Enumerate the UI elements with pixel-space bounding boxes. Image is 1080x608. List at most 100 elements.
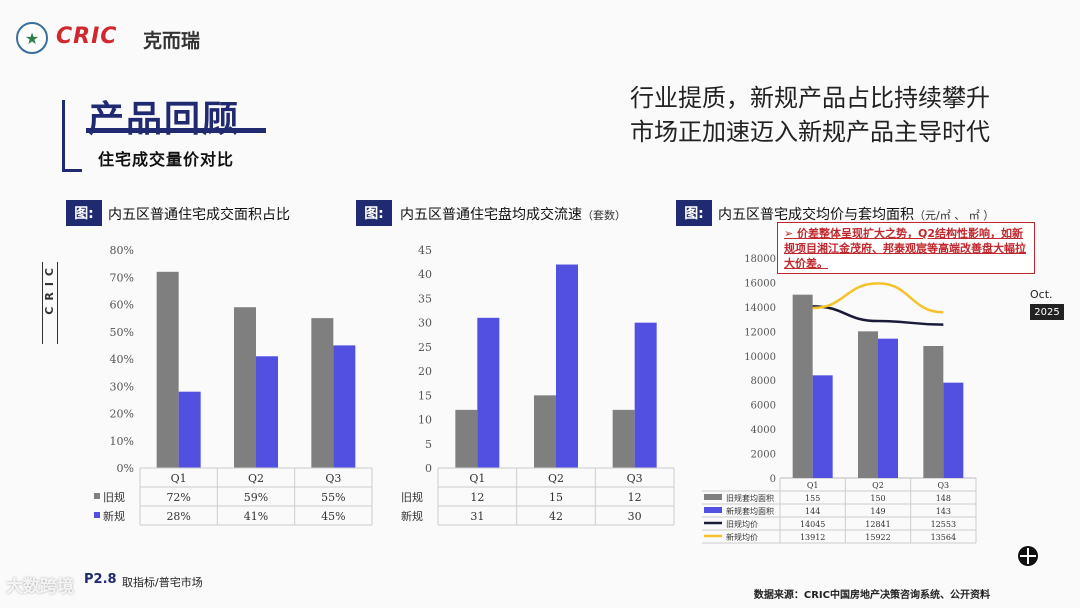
bar-new [477, 317, 500, 468]
y-tick-label: 20% [110, 408, 134, 421]
watermark: 大数跨境 [6, 577, 74, 597]
y-tick-label: 0 [425, 462, 432, 475]
legend-label: 新规均价 [726, 532, 758, 542]
legend-label: 旧规 [103, 490, 125, 504]
legend-label: 旧规套均面积 [726, 493, 774, 503]
data-label: 30 [628, 510, 642, 523]
data-label: 59% [244, 491, 268, 504]
y-tick-label: 5 [425, 438, 432, 451]
y-tick-label: 30% [110, 380, 134, 393]
chart-2-title-wrap: 内五区普通住宅盘均成交流速（套数） [400, 204, 626, 224]
y-tick-label: 80% [110, 244, 134, 257]
date-year-badge: 2025 [1030, 304, 1064, 320]
vertical-brand-mark: CRIC [42, 262, 58, 344]
price-gap-callout: ➢ 价差整体呈现扩大之势，Q2结构性影响，如新规项目湘江金茂府、邦泰观宸等高端改… [777, 222, 1035, 274]
title-underline [86, 128, 266, 133]
bar-new [556, 264, 578, 468]
legend-swatch [94, 493, 100, 499]
y-tick-label: 10% [110, 435, 134, 448]
y-tick-label: 8000 [751, 376, 776, 387]
bar-new [634, 322, 657, 468]
chart-3-title: 内五区普宅成交均价与套均面积 [718, 207, 914, 223]
bar-old-area [792, 294, 813, 478]
y-tick-label: 60% [110, 299, 134, 312]
chart-2: 0 5 10 15 20 25 30 35 40 45 Q1 Q2 Q3 旧规 12 15 12 新规 31 42 30 [401, 244, 675, 526]
bar-old-area [923, 346, 944, 478]
legend-swatch [704, 494, 722, 500]
legend-swatch [704, 507, 722, 513]
y-tick-label: 45 [418, 244, 432, 257]
data-label: 12 [628, 491, 642, 504]
footer-text: 取指标/普宅市场 [122, 576, 203, 589]
y-tick-label: 30 [418, 317, 432, 330]
bar-old [311, 318, 334, 468]
bar-new [256, 356, 278, 468]
category-label: Q2 [248, 472, 264, 485]
category-label: Q3 [938, 481, 950, 490]
category-label: Q2 [548, 472, 564, 485]
section-subtitle: 住宅成交量价对比 [98, 150, 235, 169]
bar-new [178, 391, 201, 468]
y-tick-label: 0 [770, 474, 776, 485]
crosshair-logo-icon [1018, 546, 1038, 566]
data-label: 13564 [931, 533, 956, 542]
bar-new-area [812, 375, 833, 478]
data-label: 12 [470, 491, 484, 504]
line-old-price [812, 305, 944, 326]
page-code: P2.8 [84, 572, 117, 587]
legend-label: 新规套均面积 [726, 506, 774, 516]
data-label: 12841 [865, 520, 890, 529]
y-tick-label: 6000 [751, 401, 776, 412]
section-title: 产品回顾 [88, 99, 241, 140]
bar-old [534, 395, 556, 468]
data-source: 数据来源：CRIC中国房地产决策咨询系统、公开资料 [753, 590, 990, 601]
y-tick-label: 40 [418, 268, 432, 281]
chart-2-title-unit: （套数） [582, 209, 626, 222]
data-label: 55% [321, 491, 345, 504]
chart-2-title: 内五区普通住宅盘均成交流速 [400, 207, 582, 223]
line-new-price [812, 282, 944, 314]
data-label: 149 [870, 507, 885, 516]
data-label: 14045 [800, 520, 825, 529]
data-label: 144 [805, 507, 820, 516]
y-tick-label: 35 [418, 292, 432, 305]
headline-line-1: 行业提质，新规产品占比持续攀升 [630, 84, 990, 112]
legend-label: 新规 [401, 509, 423, 523]
data-label: 155 [805, 494, 820, 503]
y-tick-label: 2000 [751, 450, 776, 461]
brand-logo: CRIC [56, 24, 118, 49]
y-tick-label: 70% [110, 271, 134, 284]
data-label: 150 [870, 494, 885, 503]
y-tick-label: 50% [110, 326, 134, 339]
y-tick-label: 15 [418, 389, 432, 402]
y-tick-label: 10 [418, 414, 432, 427]
data-label: 148 [936, 494, 951, 503]
bar-old [612, 409, 635, 468]
bar-old-area [858, 331, 878, 478]
bar-old [156, 271, 179, 468]
data-label: 12553 [931, 520, 956, 529]
figure-tag-1: 图: [66, 200, 102, 226]
data-label: 45% [321, 510, 345, 523]
category-label: Q1 [807, 481, 819, 490]
data-label: 28% [166, 510, 190, 523]
category-label: Q3 [325, 472, 341, 485]
date-month: Oct. [1030, 288, 1053, 301]
y-tick-label: 40% [110, 353, 134, 366]
y-tick-label: 18000 [744, 254, 776, 265]
y-tick-label: 16000 [744, 278, 776, 289]
chart-1-title: 内五区普通住宅成交面积占比 [108, 207, 290, 223]
y-tick-label: 12000 [744, 327, 776, 338]
legend-swatch [94, 512, 100, 518]
data-label: 41% [244, 510, 268, 523]
y-tick-label: 20 [418, 365, 432, 378]
title-frame-decoration [62, 100, 82, 172]
category-label: Q1 [171, 472, 187, 485]
y-tick-label: 0% [117, 462, 134, 475]
y-tick-label: 4000 [751, 425, 776, 436]
y-tick-label: 14000 [744, 303, 776, 314]
bar-old [455, 409, 478, 468]
figure-tag-3: 图: [676, 200, 712, 226]
category-label: Q3 [627, 472, 643, 485]
